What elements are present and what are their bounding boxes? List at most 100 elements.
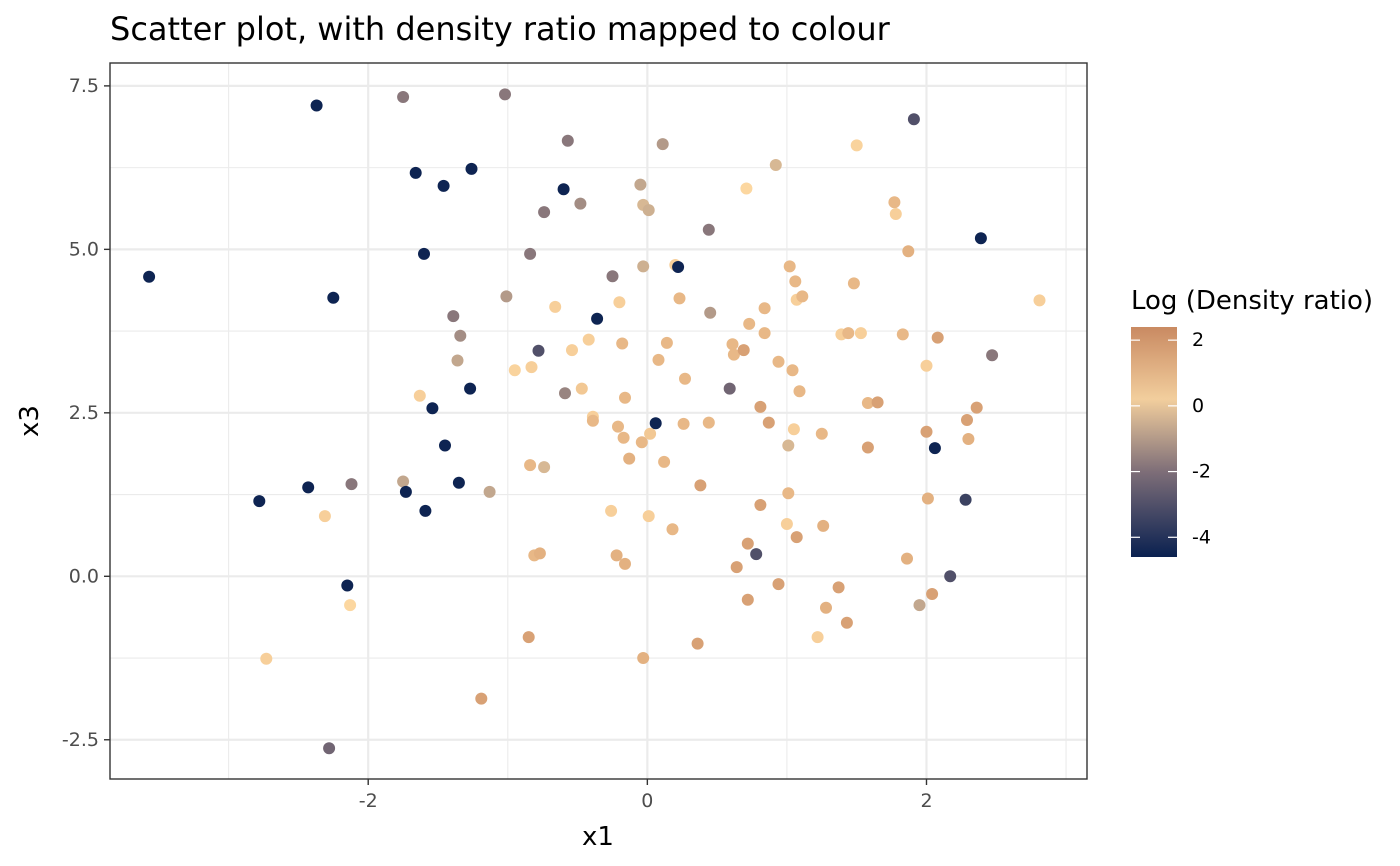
data-point [613, 296, 626, 309]
x-tick-neg2: -2 [359, 779, 378, 812]
y-axis: -2.5 0.0 2.5 5.0 7.5 [62, 75, 110, 751]
data-point [782, 439, 795, 452]
data-point [260, 652, 273, 665]
data-point [635, 436, 648, 449]
data-point [658, 455, 671, 468]
x-tick-label-0: 0 [641, 790, 653, 812]
data-point [787, 423, 800, 436]
data-point [694, 479, 707, 492]
y-tick-label-neg2-5: -2.5 [62, 729, 99, 751]
data-point [538, 461, 551, 474]
data-point [341, 579, 354, 592]
y-tick-label-2-5: 2.5 [69, 402, 99, 424]
data-point [921, 492, 934, 505]
data-point [679, 372, 691, 385]
data-point [762, 416, 775, 429]
x-tick-label-neg2: -2 [359, 790, 378, 812]
data-point [850, 139, 863, 152]
data-point [758, 302, 771, 315]
x-tick-2: 2 [920, 779, 933, 812]
data-point [557, 183, 570, 196]
data-point [464, 382, 477, 395]
data-point [419, 504, 432, 517]
data-point [861, 397, 874, 409]
x-axis-title: x1 [582, 822, 614, 852]
data-point [616, 337, 629, 350]
data-point [426, 402, 439, 415]
data-point [704, 306, 717, 319]
data-point [741, 593, 754, 606]
data-point [902, 245, 915, 258]
data-point [847, 277, 860, 290]
legend-break-2: 2 [1131, 329, 1204, 351]
data-point [920, 359, 933, 372]
data-point [913, 599, 926, 612]
data-point [566, 344, 578, 357]
data-point [926, 588, 939, 600]
data-point [790, 531, 803, 544]
data-point [817, 519, 830, 532]
data-point [750, 548, 763, 561]
data-point [522, 631, 535, 644]
data-point [726, 338, 739, 351]
data-point [612, 420, 624, 433]
legend-label-neg2: -2 [1192, 461, 1211, 483]
data-point [769, 159, 782, 171]
data-point [582, 333, 595, 346]
data-point [606, 270, 619, 283]
data-point [796, 290, 809, 303]
data-point [447, 310, 460, 323]
point-layer [143, 88, 1046, 755]
data-point [854, 327, 867, 340]
data-point [397, 91, 410, 103]
data-point [815, 427, 828, 440]
data-point [723, 382, 736, 395]
data-point [740, 182, 753, 195]
data-point [143, 270, 156, 283]
x-tick-0: 0 [641, 779, 653, 812]
data-point [782, 487, 795, 500]
legend-break-neg4: -4 [1131, 526, 1211, 548]
data-point [811, 631, 824, 644]
data-point [754, 400, 767, 413]
data-point [789, 275, 802, 288]
data-point [483, 485, 496, 498]
data-point [637, 652, 650, 664]
data-point [437, 179, 450, 192]
data-point [559, 387, 571, 400]
y-axis-title: x3 [15, 405, 45, 437]
data-point [538, 206, 551, 219]
data-point [642, 510, 655, 523]
chart-title: Scatter plot, with density ratio mapped … [110, 10, 891, 48]
data-point [508, 364, 521, 377]
data-point [840, 616, 853, 629]
data-point [871, 396, 884, 409]
legend-label-neg4: -4 [1192, 526, 1211, 548]
data-point [327, 291, 340, 304]
data-point [920, 425, 933, 438]
data-point [642, 204, 655, 217]
x-axis: -2 0 2 [359, 779, 933, 812]
data-point [345, 478, 358, 491]
data-point [772, 355, 785, 368]
data-point [656, 138, 669, 151]
data-point [888, 196, 901, 209]
data-point [253, 495, 266, 508]
data-point [561, 134, 574, 147]
data-point [660, 336, 673, 349]
legend-break-neg2: -2 [1131, 461, 1211, 483]
data-point [861, 441, 874, 454]
data-point [702, 416, 715, 429]
data-point [986, 349, 999, 362]
data-point [896, 328, 909, 341]
data-point [649, 417, 662, 430]
color-legend: Log (Density ratio) 2 0 -2 -4 [1131, 286, 1373, 557]
y-tick-7-5: 7.5 [69, 75, 110, 97]
data-point [666, 523, 679, 536]
data-point [451, 354, 464, 367]
data-point [931, 331, 944, 344]
data-point [644, 427, 657, 440]
data-point [409, 166, 422, 179]
data-point [737, 344, 750, 357]
